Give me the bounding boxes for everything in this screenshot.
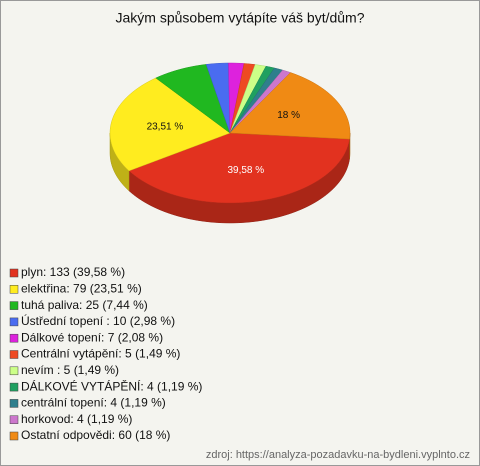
slice-label: 18 % [277, 110, 300, 121]
legend-swatch [9, 317, 19, 327]
legend-swatch [9, 350, 19, 359]
slice [109, 77, 231, 172]
legend-swatch [9, 285, 19, 294]
legend-swatch [9, 366, 19, 376]
legend-swatch [9, 301, 19, 310]
legend-swatch [9, 382, 19, 392]
slice [155, 64, 231, 134]
legend-label: Dálkové topení: 7 (2,08 %) [21, 330, 163, 344]
legend-label: tuhá paliva: 25 (7,44 %) [21, 298, 148, 312]
slice-label: 39,58 % [227, 165, 264, 176]
legend-label: Ústřední topení : 10 (2,98 %) [21, 313, 175, 328]
legend-label: plyn: 133 (39,58 %) [21, 265, 125, 279]
slice-label: 23,51 % [147, 121, 184, 132]
legend-label: Ostatní odpovědi: 60 (18 %) [21, 428, 170, 442]
legend-label: centrální topení: 4 (1,19 %) [21, 396, 166, 410]
legend-swatch [9, 268, 19, 278]
legend-swatch [9, 399, 19, 408]
chart-title: Jakým spůsobem vytápíte váš byt/dům? [116, 10, 365, 26]
legend-swatch [9, 333, 19, 343]
legend-label: Centrální vytápění: 5 (1,49 %) [21, 347, 180, 361]
slice [128, 132, 350, 204]
legend-label: elektřina: 79 (23,51 %) [21, 281, 142, 295]
legend-label: DÁLKOVÉ VYTÁPĚNÍ: 4 (1,19 %) [21, 378, 202, 393]
legend-label: horkovod: 4 (1,19 %) [21, 412, 132, 426]
slice [229, 72, 351, 140]
slice [205, 62, 231, 134]
legend-label: nevím : 5 (1,49 %) [21, 363, 119, 377]
legend-swatch [9, 431, 19, 441]
source: zdroj: https://analyza-pozadavku-na-bydl… [206, 449, 470, 461]
legend-swatch [9, 415, 19, 424]
